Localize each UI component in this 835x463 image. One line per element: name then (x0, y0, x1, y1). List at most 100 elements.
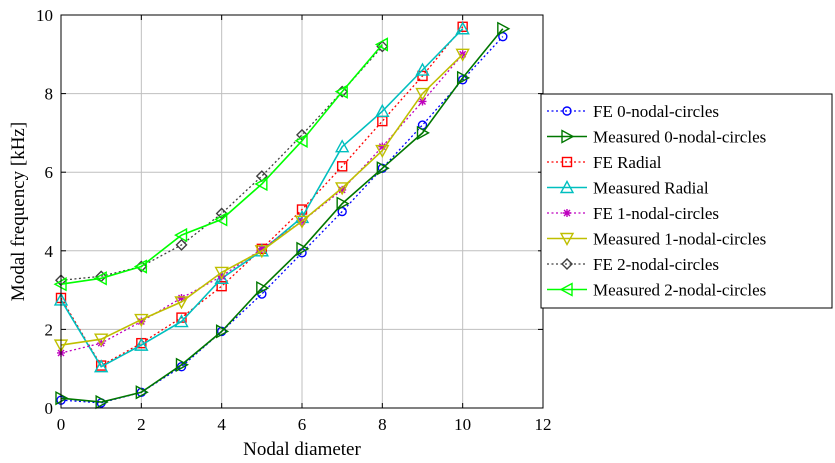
data-point (97, 339, 106, 348)
data-point (174, 227, 188, 243)
data-point (254, 176, 268, 192)
data-point (497, 21, 511, 36)
legend-label: FE 1-nodal-circles (593, 204, 719, 223)
data-point (135, 385, 149, 400)
data-point (415, 87, 430, 102)
x-tick-label: 8 (378, 415, 387, 434)
data-point (296, 241, 310, 257)
legend-entry-7: FE 2-nodal-circles (547, 255, 719, 274)
y-tick-label: 2 (45, 320, 54, 339)
legend-entry-1: FE 0-nodal-circles (547, 102, 719, 121)
data-point (174, 314, 189, 328)
y-tick-label: 4 (45, 242, 54, 261)
series-line (60, 45, 383, 281)
x-axis-label: Nodal diameter (243, 439, 361, 460)
series-line (60, 36, 504, 404)
legend-label: Measured 2-nodal-circles (593, 281, 766, 300)
data-point (134, 337, 149, 351)
legend-entry-4: Measured Radial (547, 179, 709, 198)
data-point (214, 266, 229, 280)
data-point (133, 259, 148, 274)
series-layer (53, 21, 511, 410)
legend-marker-sample (562, 106, 572, 116)
legend-entry-2: Measured 0-nodal-circles (547, 128, 766, 147)
legend-box (540, 93, 833, 309)
data-point (375, 144, 390, 159)
series-line (60, 28, 504, 403)
data-point (375, 103, 390, 117)
legend-marker-sample (559, 232, 575, 246)
legend-entry-6: Measured 1-nodal-circles (547, 230, 766, 249)
legend-marker-sample (559, 282, 573, 297)
data-point (455, 21, 470, 35)
data-point (415, 62, 430, 76)
data-point (418, 97, 427, 106)
data-point (177, 293, 186, 302)
data-point (334, 139, 350, 153)
series-6 (53, 48, 470, 353)
data-point (137, 317, 146, 326)
legend: FE 0-nodal-circles Measured 0-nodal-circl… (540, 93, 833, 309)
legend-entry-5: FE 1-nodal-circles (547, 204, 719, 223)
y-tick-label: 8 (45, 85, 54, 104)
data-point (334, 84, 348, 99)
data-point (294, 215, 310, 229)
y-tick-label: 10 (36, 6, 53, 25)
legend-label: FE 0-nodal-circles (593, 102, 719, 121)
x-tick-label: 2 (137, 415, 146, 434)
y-tick-label: 6 (45, 163, 54, 182)
data-point (456, 70, 471, 86)
data-point (217, 272, 226, 281)
data-point (256, 280, 270, 296)
legend-marker-sample (563, 209, 571, 217)
data-point (216, 280, 227, 292)
series-8 (53, 37, 389, 292)
y-axis-label: Modal frequency [kHz] (8, 122, 29, 301)
legend-entry-8: Measured 2-nodal-circles (547, 281, 766, 300)
data-point (175, 357, 189, 372)
data-point (336, 196, 350, 211)
data-point (376, 40, 389, 53)
data-point (214, 212, 228, 227)
x-tick-label: 12 (535, 415, 552, 434)
data-point (93, 271, 107, 286)
data-point (93, 359, 109, 373)
x-tick-label: 0 (57, 415, 66, 434)
data-point (416, 125, 430, 141)
data-point (134, 313, 149, 328)
x-tick-label: 4 (217, 415, 226, 434)
series-line (60, 26, 464, 367)
data-point (174, 296, 189, 310)
data-point (215, 324, 230, 339)
y-tick-label: 0 (45, 399, 54, 418)
data-point (336, 161, 348, 172)
data-point (93, 333, 109, 347)
data-point (374, 37, 389, 52)
legend-marker-sample (561, 129, 575, 144)
legend-marker-sample (561, 258, 573, 270)
x-tick-label: 10 (454, 415, 471, 434)
axis-ticks: 0 2 4 6 8 10 12 0 2 4 6 8 10 (36, 6, 552, 434)
legend-label: Measured 1-nodal-circles (593, 230, 766, 249)
legend-label: FE 2-nodal-circles (593, 255, 719, 274)
data-point (175, 238, 188, 251)
data-point (294, 133, 308, 148)
legend-entry-3: FE Radial (547, 153, 662, 172)
series-line (60, 43, 383, 285)
x-tick-label: 6 (298, 415, 307, 434)
series-line (60, 53, 464, 346)
data-point (378, 142, 387, 151)
data-point (376, 161, 390, 176)
data-point (257, 244, 266, 253)
data-point (417, 70, 428, 82)
data-point (95, 394, 109, 410)
legend-marker-sample (559, 180, 575, 194)
data-point (457, 75, 468, 85)
data-point (338, 185, 347, 194)
data-point (254, 245, 270, 259)
data-point (455, 48, 470, 62)
legend-label: FE Radial (593, 153, 662, 172)
legend-label: Measured 0-nodal-circles (593, 128, 766, 147)
data-point (334, 182, 350, 196)
